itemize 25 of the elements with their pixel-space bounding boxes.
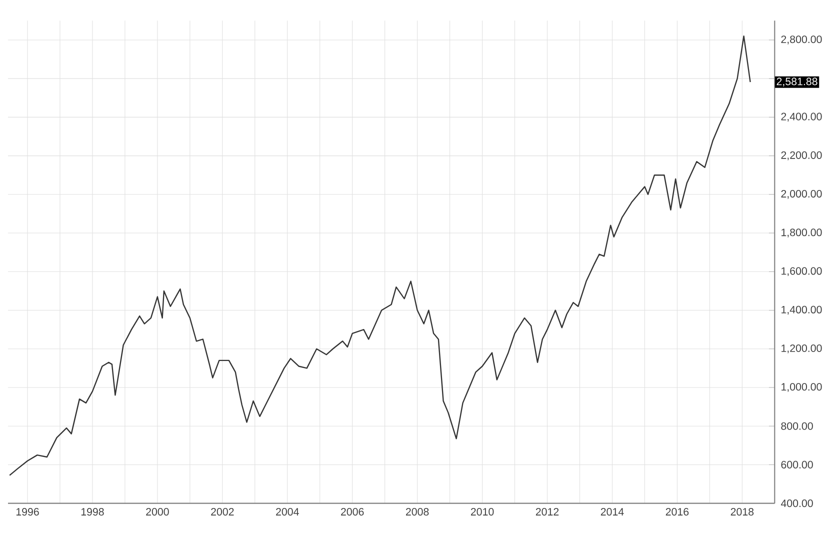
y-tick-label: 2,400.00	[781, 112, 822, 122]
x-tick-label: 2008	[406, 508, 429, 516]
y-tick-label: 2,800.00	[781, 36, 822, 44]
x-tick-label: 2004	[276, 508, 299, 516]
x-tick-label: 2016	[666, 508, 689, 516]
text: 2,581.88	[776, 78, 818, 86]
x-tick-label: 1998	[81, 508, 104, 516]
y-tick-label: 400.00	[780, 500, 813, 508]
x-tick-label: 2002	[211, 508, 234, 516]
x-tick-label: 2012	[536, 508, 559, 516]
x-tick-label: 2010	[470, 508, 494, 516]
y-tick-label: 800.00	[781, 422, 813, 430]
y-tick-label: 1,600.00	[782, 267, 822, 276]
x-tick-label: 1996	[16, 508, 39, 516]
y-tick-label: 1,000.00	[782, 383, 822, 392]
y-tick-label: 1,400.00	[782, 306, 822, 315]
x-tick-label: 2018	[730, 508, 754, 516]
y-tick-label: 1,200.00	[782, 344, 822, 354]
y-tick-label: 600.00	[781, 460, 813, 468]
y-tick-label: 2,000.00	[781, 190, 822, 199]
x-tick-label: 2014	[600, 508, 624, 516]
x-tick-label: 2006	[341, 508, 364, 516]
x-tick-label: 2000	[146, 508, 169, 516]
y-tick-label: 2,200.00	[781, 151, 822, 160]
y-tick-label: 1,800.00	[782, 228, 822, 238]
